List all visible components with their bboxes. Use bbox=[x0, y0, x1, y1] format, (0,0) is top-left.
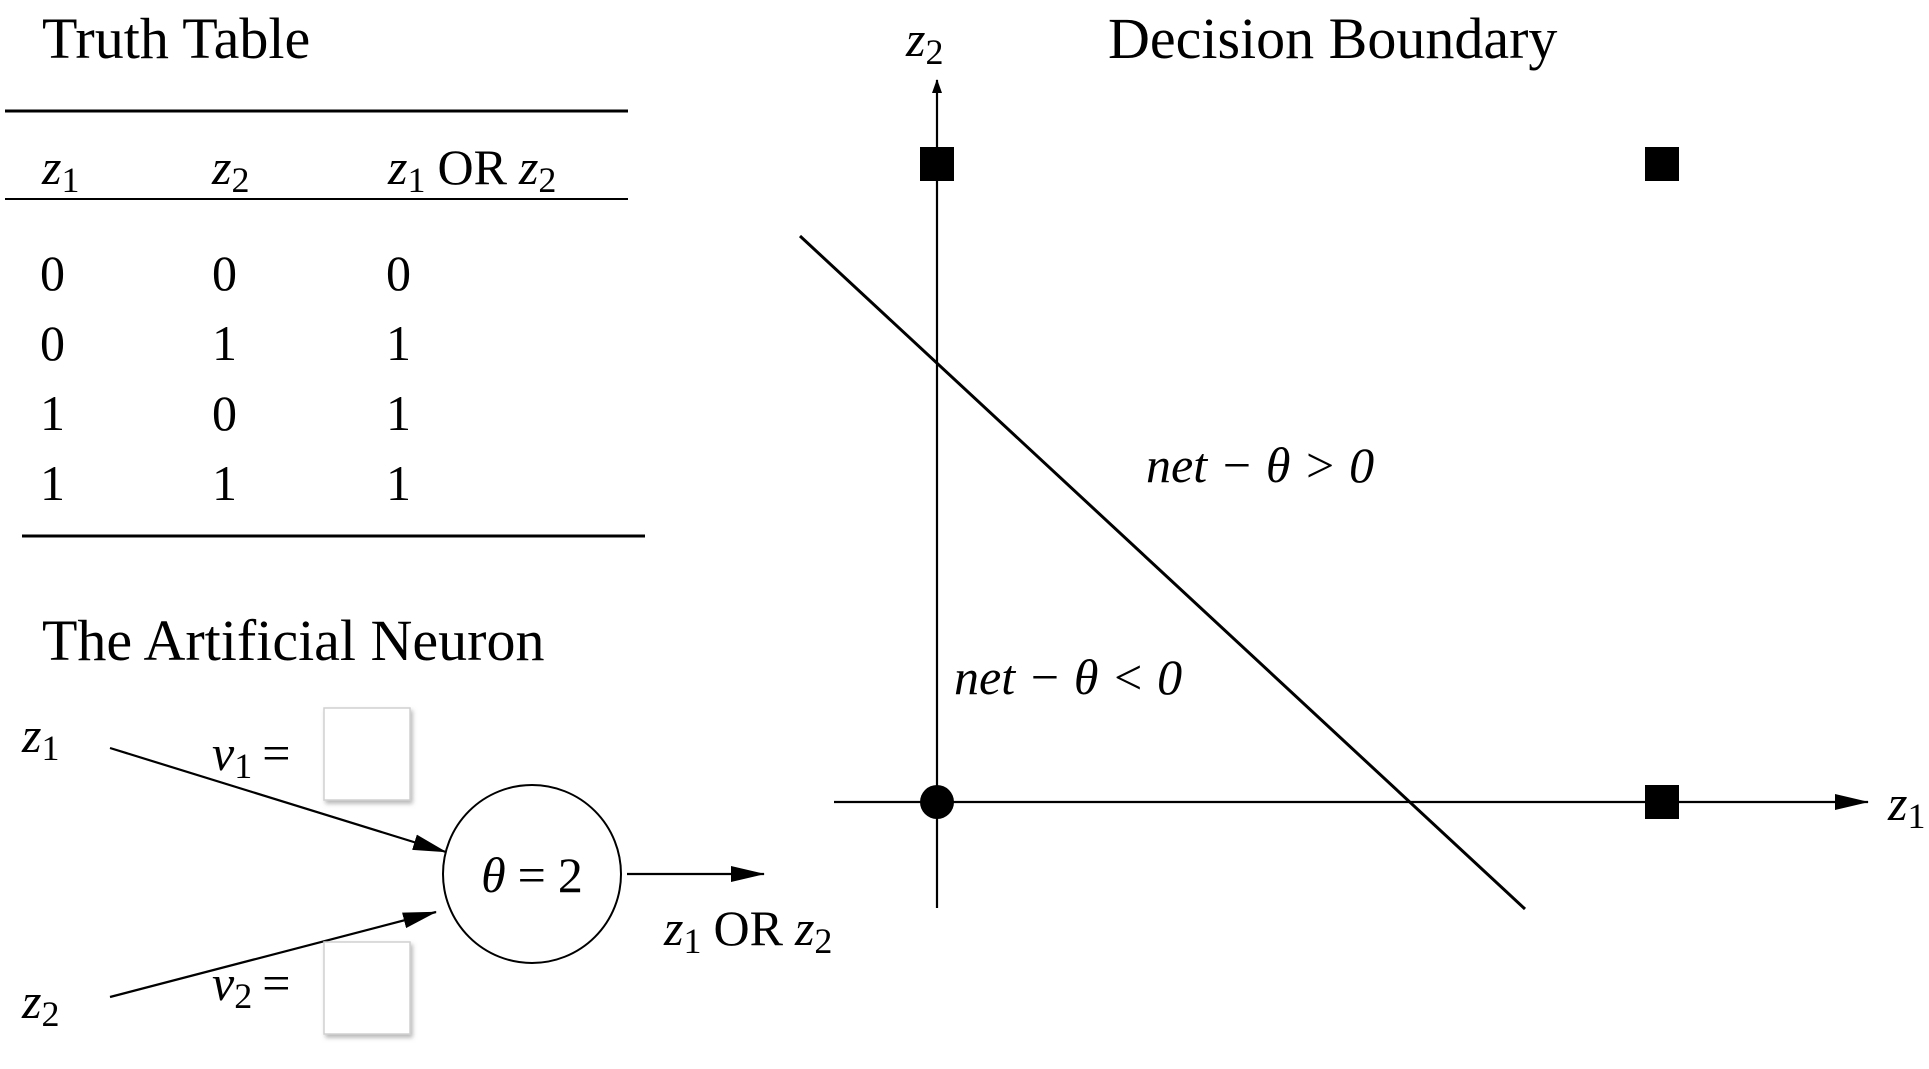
neuron-node bbox=[442, 784, 622, 964]
table-row: 1 0 1 bbox=[40, 385, 411, 441]
table-cell: 1 bbox=[386, 315, 411, 371]
region-below-label: net − θ < 0 bbox=[954, 649, 1182, 705]
weight2-input-box[interactable] bbox=[323, 941, 411, 1035]
artificial-neuron: The Artificial Neuron z1 z2 v1 = v2 = θ = 2 … bbox=[21, 608, 832, 1035]
table-row: 1 1 1 bbox=[40, 455, 411, 511]
table-cell: 0 bbox=[40, 315, 65, 371]
neuron-input-z1: z1 bbox=[21, 707, 59, 768]
decision-boundary-title: Decision Boundary bbox=[1108, 6, 1557, 71]
y-axis-label: z2 bbox=[905, 11, 943, 72]
table-cell: 1 bbox=[212, 455, 237, 511]
decision-line bbox=[798, 234, 1527, 911]
table-cell: 0 bbox=[212, 385, 237, 441]
neuron-output-label: z1 OR z2 bbox=[663, 900, 832, 961]
weight2-label: v2 = bbox=[212, 955, 290, 1016]
region-above-label: net − θ > 0 bbox=[1146, 437, 1374, 493]
truth-table-title: Truth Table bbox=[42, 6, 310, 71]
weight1-label: v1 = bbox=[212, 725, 290, 786]
input2-arrow bbox=[109, 910, 437, 999]
table-cell: 0 bbox=[40, 245, 65, 301]
table-cell: 1 bbox=[386, 385, 411, 441]
table-cell: 1 bbox=[40, 385, 65, 441]
neuron-threshold-label: θ = 2 bbox=[481, 847, 583, 903]
point-0-1-square bbox=[920, 147, 954, 181]
table-cell: 1 bbox=[386, 455, 411, 511]
input1-arrow bbox=[109, 746, 447, 854]
table-row: 0 0 0 bbox=[40, 245, 411, 301]
table-row: 0 1 1 bbox=[40, 315, 411, 371]
neuron-input-z2: z2 bbox=[21, 973, 59, 1034]
neuron-title: The Artificial Neuron bbox=[42, 608, 545, 673]
table-cell: 0 bbox=[386, 245, 411, 301]
table-header-z2: z2 bbox=[211, 139, 249, 200]
x-axis-label: z1 bbox=[1887, 775, 1925, 836]
table-cell: 1 bbox=[212, 315, 237, 371]
point-1-0-square bbox=[1645, 785, 1679, 819]
point-0-0-circle bbox=[920, 785, 954, 819]
truth-table: Truth Table z1 z2 z1 OR z2 0 0 0 0 1 1 1 0… bbox=[5, 6, 645, 538]
weight1-input-box[interactable] bbox=[323, 707, 411, 801]
table-header-z1: z1 bbox=[41, 139, 79, 200]
point-1-1-square bbox=[1645, 147, 1679, 181]
table-cell: 0 bbox=[212, 245, 237, 301]
decision-boundary: Decision Boundary z2 z1 net − θ > 0 net … bbox=[798, 6, 1925, 911]
table-cell: 1 bbox=[40, 455, 65, 511]
table-header-or: z1 OR z2 bbox=[387, 139, 556, 200]
